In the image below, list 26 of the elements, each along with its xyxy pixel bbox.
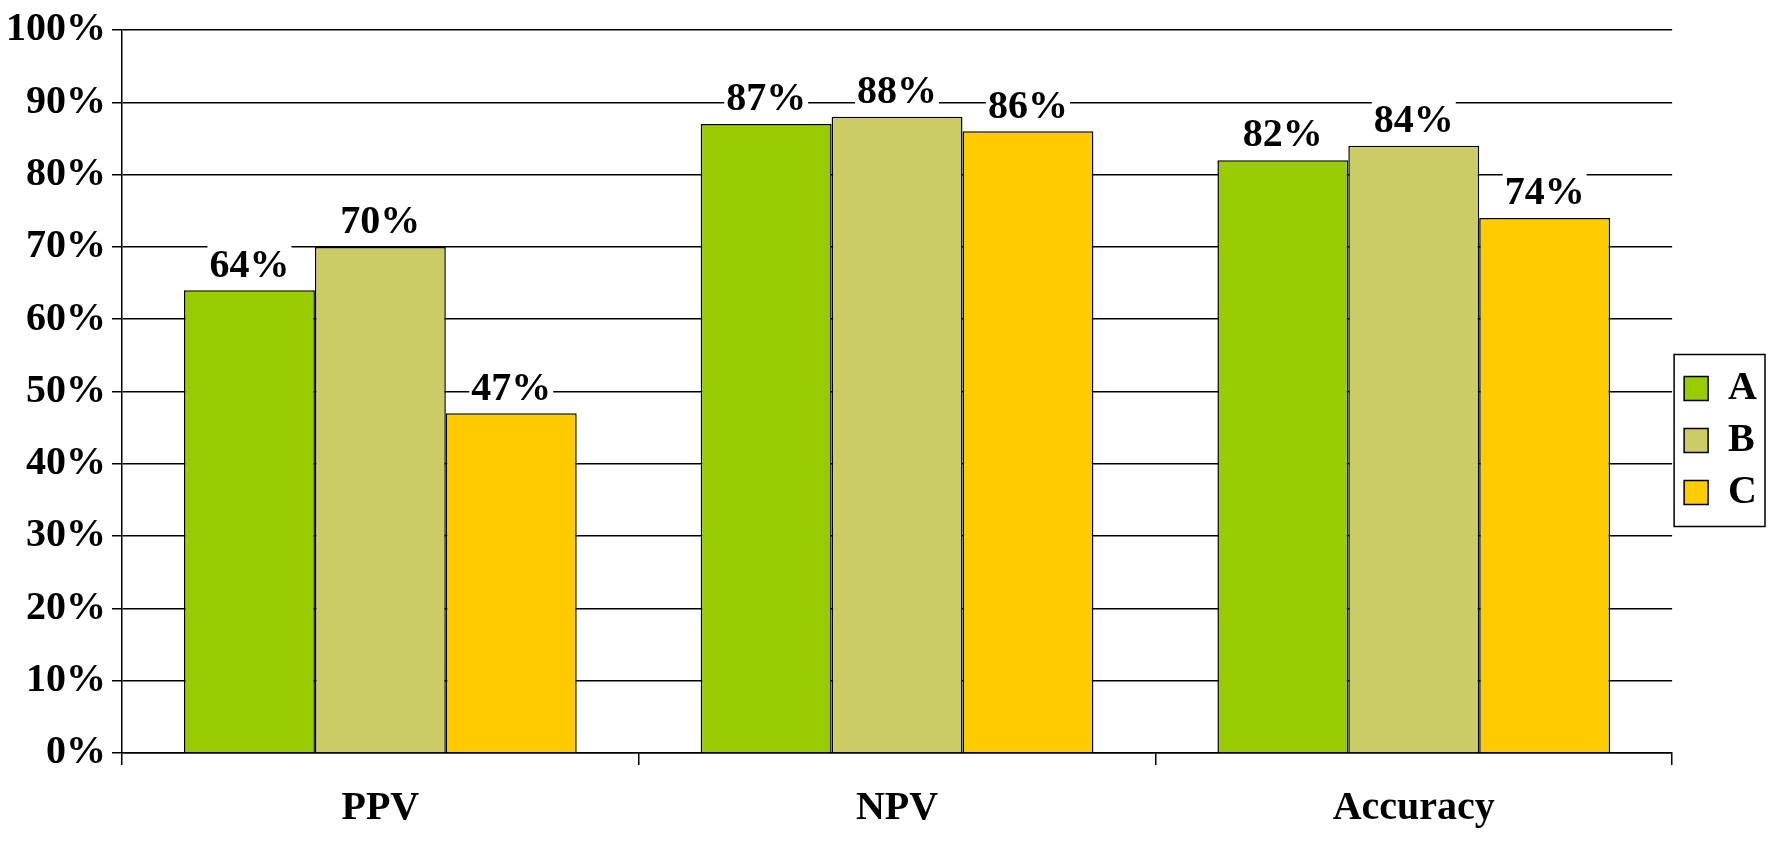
data-label: 84% [1373,96,1454,142]
data-label: 86% [987,81,1068,127]
y-tick-label: 100% [6,4,106,50]
data-label: 88% [857,67,938,113]
x-tick-label: PPV [341,783,420,829]
x-tick-label: NPV [855,783,939,829]
y-tick-label: 10% [26,655,106,701]
legend-label: B [1728,414,1755,460]
data-label: 82% [1242,110,1323,156]
y-tick-label: 30% [26,510,106,556]
y-tick-label: 0% [46,727,106,773]
legend-label: A [1728,362,1758,408]
data-label: 87% [726,74,807,120]
y-tick-label: 90% [26,76,106,122]
y-tick-label: 40% [26,438,106,484]
legend-label: C [1728,466,1757,512]
x-tick-label: Accuracy [1332,783,1495,829]
data-label: 74% [1504,168,1585,214]
data-label: 47% [471,363,552,409]
y-tick-label: 70% [26,221,106,267]
y-tick-label: 20% [26,582,106,628]
data-label: 70% [340,197,421,243]
y-tick-label: 60% [26,293,106,339]
y-tick-label: 50% [26,365,106,411]
data-label: 64% [209,240,290,286]
y-tick-label: 80% [26,148,106,194]
